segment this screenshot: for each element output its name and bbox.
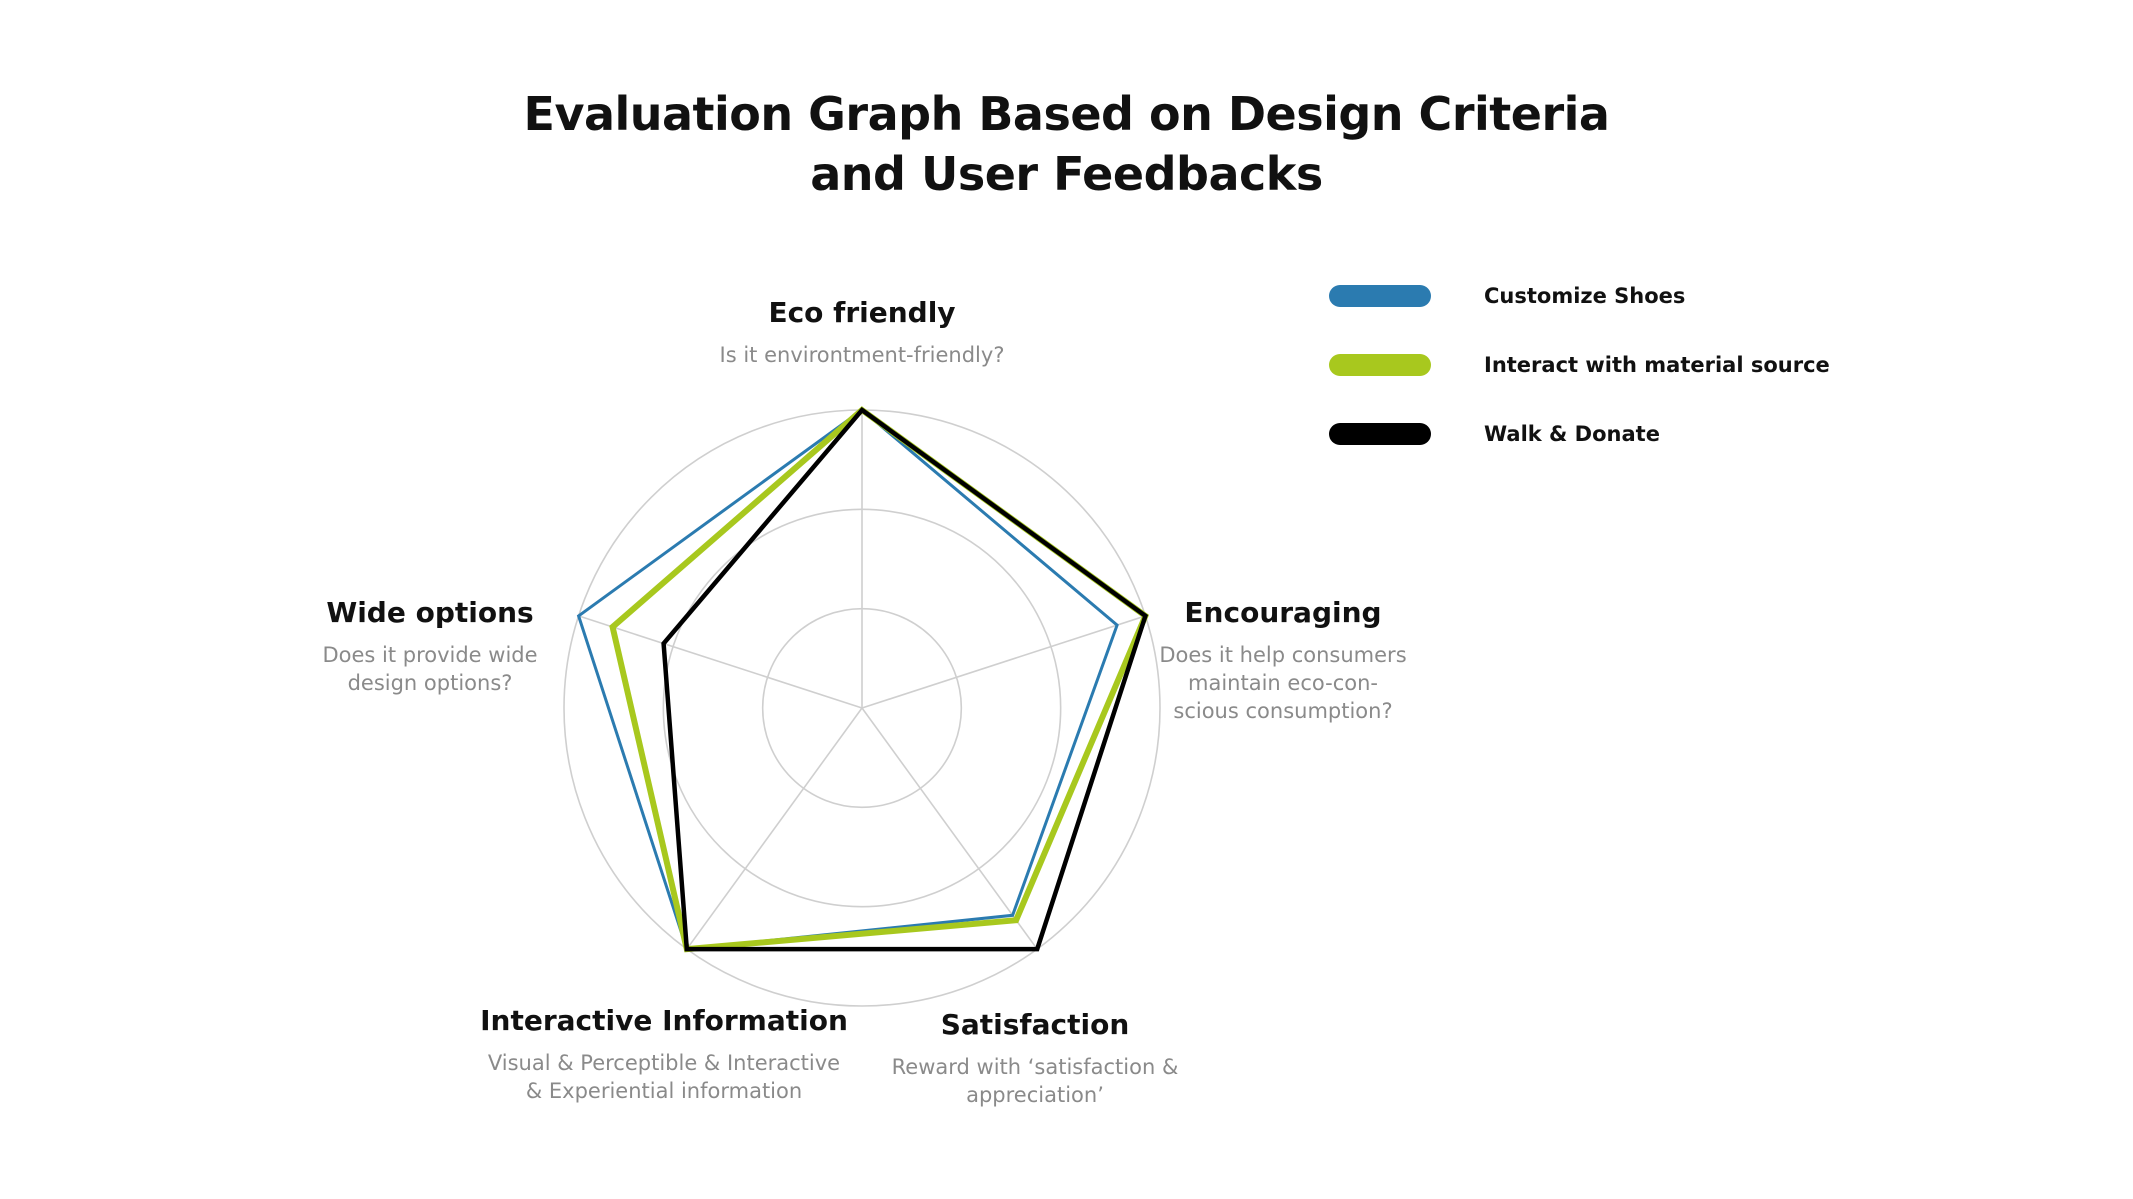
axis-labels: Eco friendly Is it environtment-friendly?… <box>322 296 1406 1107</box>
radar-grid <box>563 409 1161 1007</box>
title-line-1: Evaluation Graph Based on Design Criteri… <box>523 87 1610 141</box>
grid-spoke-2 <box>861 615 1146 709</box>
axis-desc-encouraging-2: maintain eco-con- <box>1188 671 1378 695</box>
axis-desc-interactive-information-2: & Experiential information <box>526 1079 802 1103</box>
axis-desc-satisfaction-2: appreciation’ <box>966 1083 1104 1107</box>
radar-series <box>576 406 1150 953</box>
legend-label-walk-donate: Walk & Donate <box>1484 422 1660 446</box>
axis-label-interactive-information: Interactive Information <box>480 1004 848 1037</box>
axis-desc-interactive-information-1: Visual & Perceptible & Interactive <box>488 1051 840 1075</box>
axis-label-satisfaction: Satisfaction <box>941 1008 1130 1041</box>
legend-label-interact-with-material-source: Interact with material source <box>1484 353 1830 377</box>
axis-label-encouraging: Encouraging <box>1184 596 1381 629</box>
axis-desc-encouraging-3: scious consumption? <box>1173 699 1392 723</box>
legend: Customize Shoes Interact with material so… <box>1329 284 1830 446</box>
legend-label-customize-shoes: Customize Shoes <box>1484 284 1685 308</box>
axis-desc-encouraging-1: Does it help consumers <box>1159 643 1406 667</box>
axis-label-eco-friendly: Eco friendly <box>768 296 955 329</box>
axis-label-wide-options: Wide options <box>326 596 533 629</box>
title-line-2: and User Feedbacks <box>810 147 1323 201</box>
series-walk-donate <box>661 406 1149 952</box>
axis-desc-satisfaction-1: Reward with ‘satisfaction & <box>892 1055 1179 1079</box>
page-title: Evaluation Graph Based on Design Criteri… <box>0 84 2133 204</box>
grid-spoke-4 <box>686 707 863 950</box>
grid-spoke-5 <box>578 615 863 709</box>
axis-desc-wide-options-2: design options? <box>348 671 513 695</box>
axis-desc-eco-friendly-1: Is it environtment-friendly? <box>720 343 1005 367</box>
grid-spoke-3 <box>861 707 1038 950</box>
axis-desc-wide-options-1: Does it provide wide <box>322 643 537 667</box>
